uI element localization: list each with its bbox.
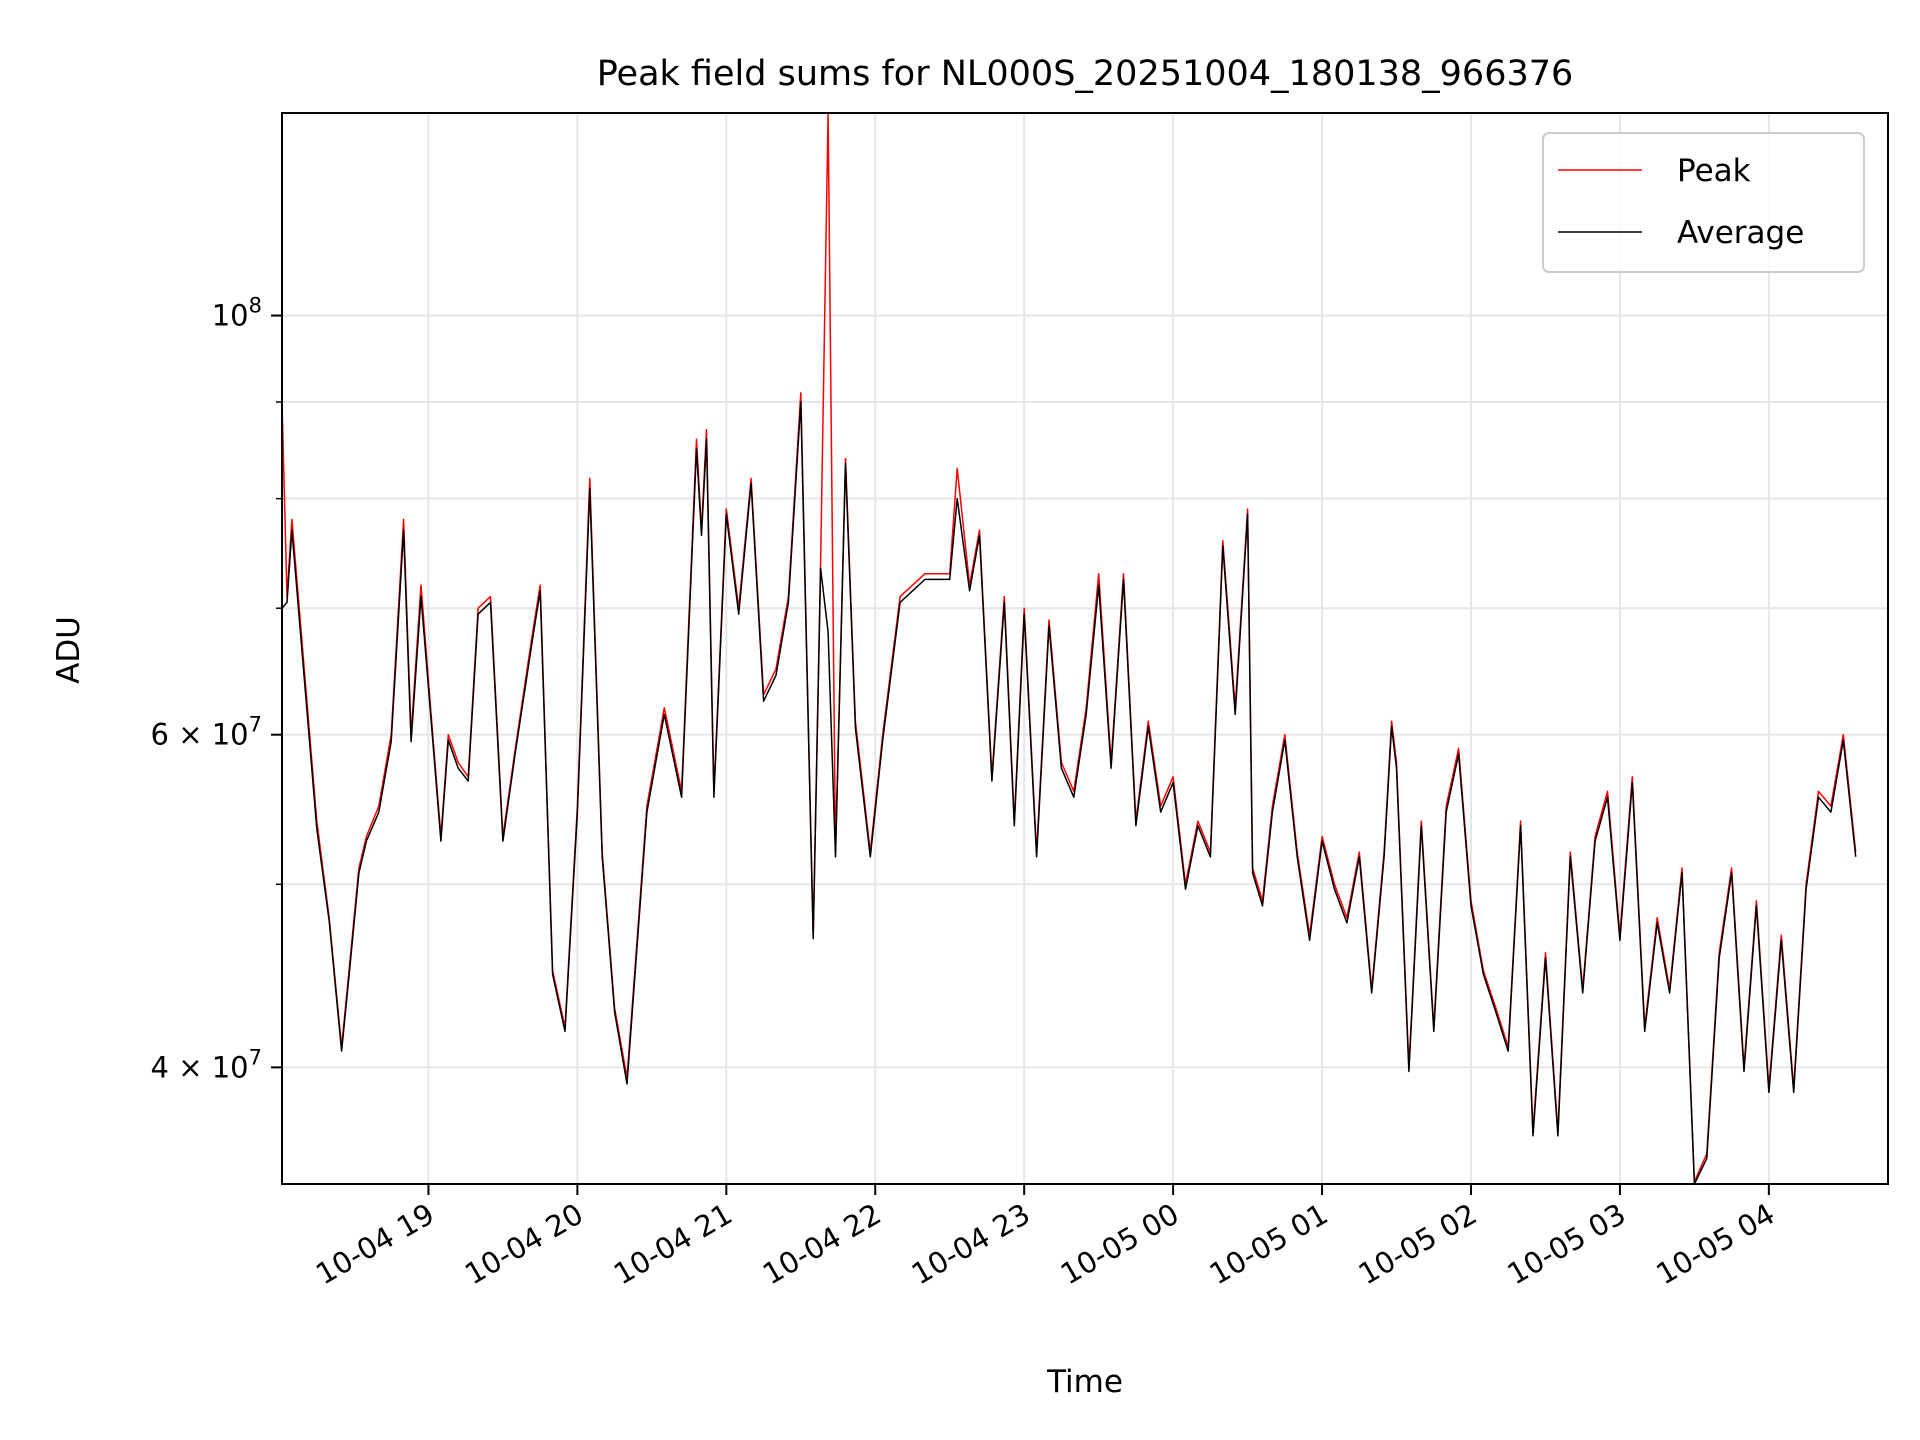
y-tick-label: 4 × 107 [151, 1045, 262, 1084]
legend-average-label: Average [1677, 215, 1804, 251]
axes-frame [281, 112, 1889, 1185]
y-axis-label: ADU [51, 616, 87, 684]
y-tick-label: 6 × 107 [151, 713, 262, 752]
legend-box [1542, 132, 1865, 273]
x-axis-label: Time [1046, 1364, 1123, 1400]
legend-peak-label: Peak [1677, 153, 1751, 189]
legend: Peak Average [1542, 132, 1865, 273]
series-line-average [281, 401, 1857, 1185]
plot-lines [281, 112, 1857, 1185]
grid-lines [282, 113, 1888, 1184]
chart-title: Peak field sums for NL000S_20251004_1801… [597, 54, 1574, 94]
